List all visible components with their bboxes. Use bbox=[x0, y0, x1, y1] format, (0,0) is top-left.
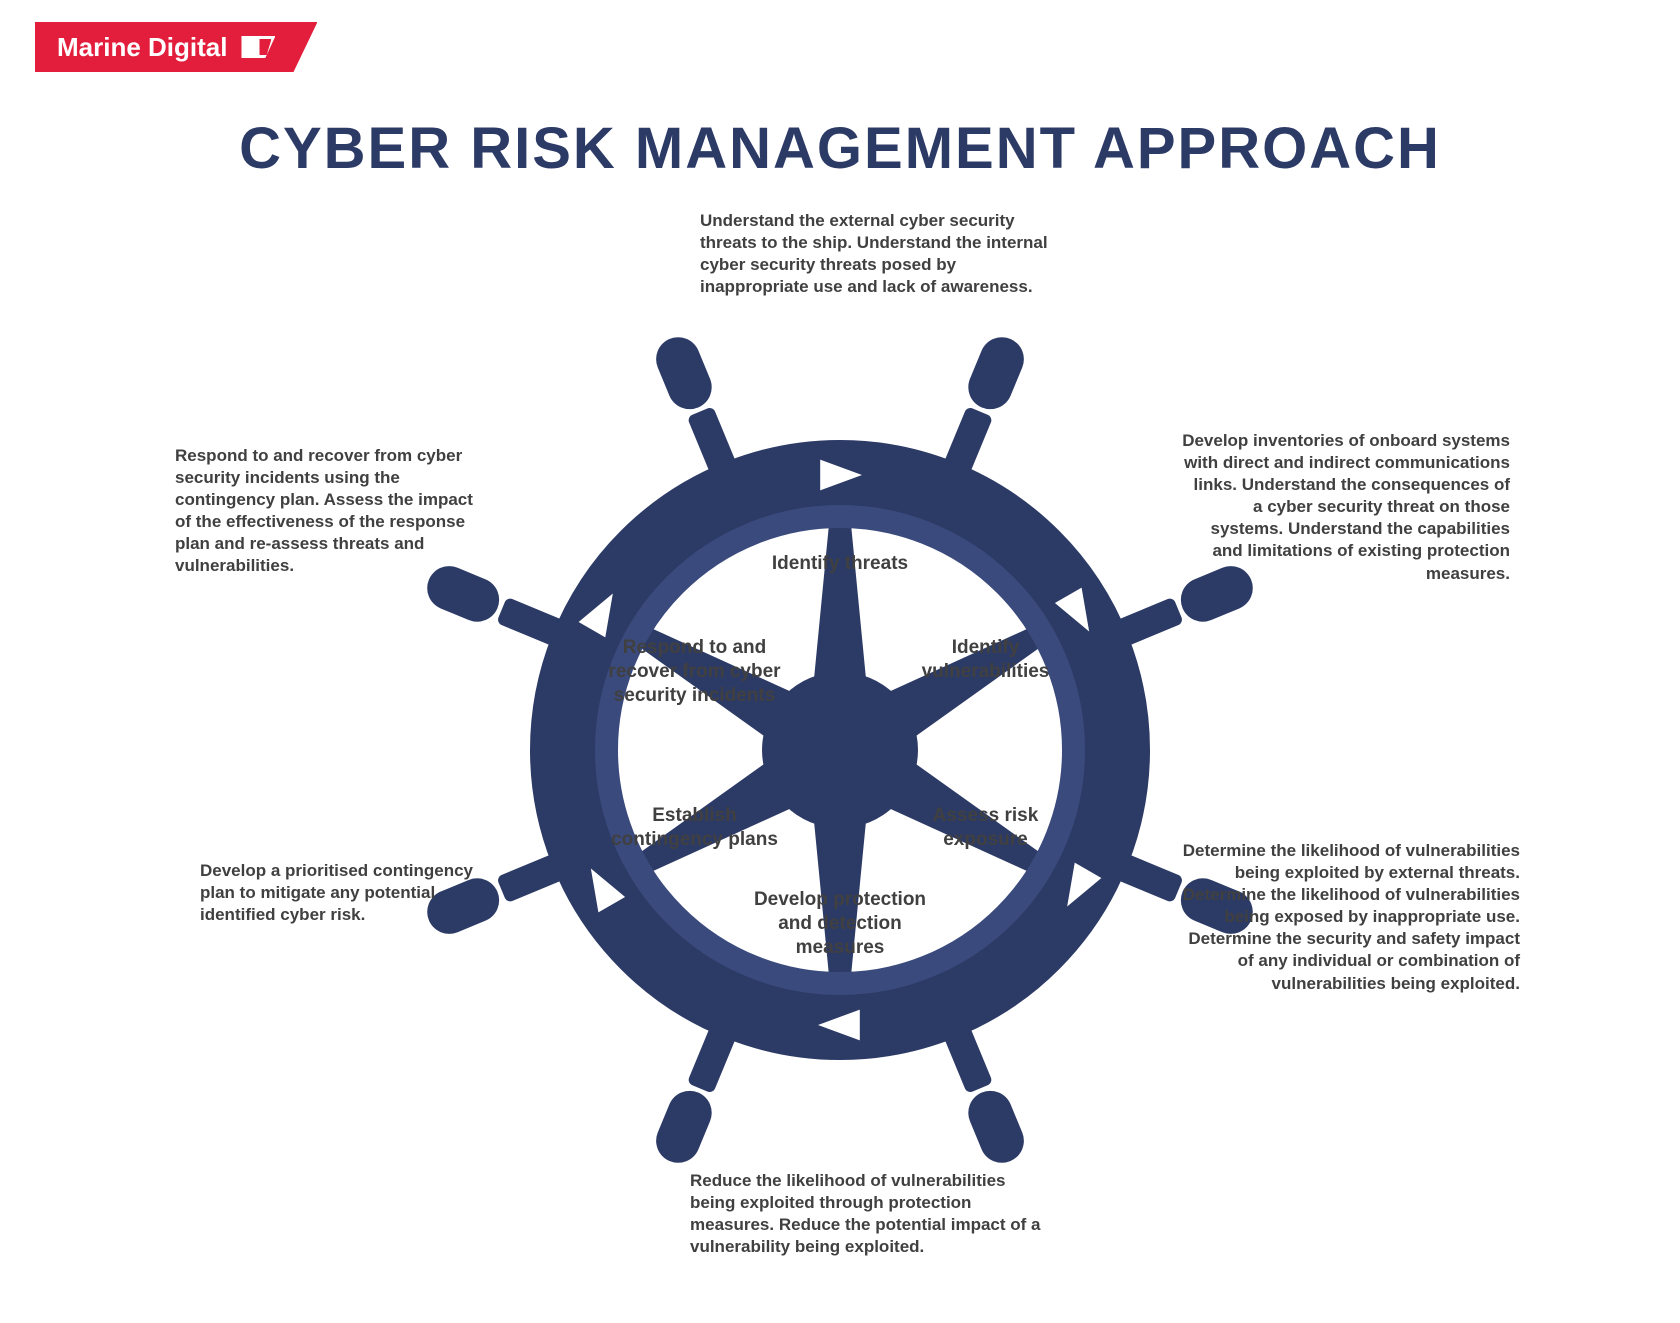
brand-badge: Marine Digital bbox=[35, 22, 317, 72]
outer-description: Determine the likelihood of vulnerabilit… bbox=[1170, 840, 1520, 995]
spoke-label: Develop protection and detection measure… bbox=[750, 888, 930, 959]
outer-description: Develop a prioritised contingency plan t… bbox=[200, 860, 490, 926]
spoke-label: Establish contingency plans bbox=[605, 804, 785, 852]
outer-description: Reduce the likelihood of vulnerabilities… bbox=[690, 1170, 1050, 1258]
brand-name: Marine Digital bbox=[57, 32, 227, 63]
outer-description: Respond to and recover from cyber securi… bbox=[175, 445, 475, 578]
spoke-label: Identify threats bbox=[750, 552, 930, 576]
page-title: CYBER RISK MANAGEMENT APPROACH bbox=[0, 115, 1680, 182]
wheel-diagram: Identify threats Identify vulnerabilities… bbox=[0, 200, 1680, 1300]
spoke-label: Identify vulnerabilities bbox=[895, 636, 1075, 684]
spoke-label: Assess risk exposure bbox=[895, 804, 1075, 852]
brand-flag-icon bbox=[241, 36, 275, 58]
outer-description: Understand the external cyber security t… bbox=[700, 210, 1060, 298]
spoke-label: Respond to and recover from cyber securi… bbox=[605, 636, 785, 707]
outer-description: Develop inventories of onboard systems w… bbox=[1180, 430, 1510, 585]
